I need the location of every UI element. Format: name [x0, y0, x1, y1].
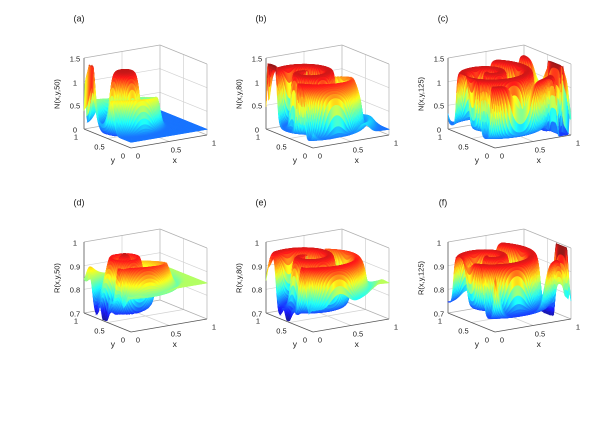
- y-axis-label: y: [110, 339, 116, 350]
- z-tick-label: 0.8: [251, 285, 263, 295]
- y-tick-label: 1: [437, 316, 443, 326]
- panel-letter-f: (f): [438, 197, 448, 208]
- x-axis-label: x: [354, 338, 359, 349]
- z-axis-label-a: N(x,y,50): [52, 78, 62, 109]
- y-axis-label: y: [474, 339, 480, 350]
- x-axis-label: x: [172, 154, 177, 165]
- x-tick-label: 0.5: [170, 328, 182, 338]
- y-tick-label: 1: [437, 132, 443, 142]
- y-tick-label: 1: [73, 316, 79, 326]
- surface-canvas-b: [209, 6, 401, 188]
- x-tick-label: 0.5: [352, 144, 364, 154]
- z-tick-label: 0.5: [69, 101, 81, 111]
- y-tick-label: 0.5: [276, 141, 287, 151]
- z-tick-label: 0: [436, 125, 442, 135]
- surface-canvas-a: [27, 6, 219, 188]
- z-tick-label: 1: [254, 238, 260, 248]
- panel-letter-c: (c): [437, 13, 449, 24]
- z-tick-label: 1: [72, 238, 78, 248]
- z-tick-label: 0: [72, 125, 78, 135]
- x-axis-label: x: [354, 154, 359, 165]
- y-tick-label: 0.5: [276, 325, 287, 335]
- z-tick-label: 0.9: [69, 261, 81, 271]
- y-axis-label: y: [292, 155, 298, 166]
- z-tick-label: 0.8: [69, 285, 81, 295]
- panel-f-surface-plot: (f) 0 0.5 1 0 0.5 1 0.7 0.8 0.9 1 x y R(x,y,125): [391, 190, 583, 372]
- x-tick-label: 0: [499, 151, 505, 161]
- z-tick-label: 1.5: [433, 54, 445, 64]
- x-tick-label: 0: [135, 151, 141, 161]
- x-tick-label: 0: [135, 335, 141, 345]
- z-tick-label: 1: [72, 77, 78, 87]
- x-tick-label: 0.5: [170, 144, 182, 154]
- x-tick-label: 0: [317, 335, 323, 345]
- surface-canvas-c: [391, 6, 583, 188]
- panel-letter-a: (a): [73, 13, 85, 24]
- x-axis-label: x: [536, 154, 541, 165]
- z-tick-label: 0.7: [69, 309, 81, 319]
- y-tick-label: 0: [484, 151, 490, 161]
- y-tick-label: 0: [302, 151, 308, 161]
- x-tick-label: 0.5: [352, 328, 364, 338]
- surface-canvas-d: [27, 190, 219, 372]
- y-tick-label: 0: [120, 151, 126, 161]
- y-tick-label: 0: [302, 335, 308, 345]
- z-axis-label-e: R(x,y,80): [234, 262, 244, 293]
- y-tick-label: 0: [120, 335, 126, 345]
- y-axis-label: y: [110, 155, 116, 166]
- y-tick-label: 0.5: [94, 325, 105, 335]
- y-axis-label: y: [474, 155, 480, 166]
- z-tick-label: 0.5: [433, 101, 445, 111]
- y-tick-label: 0.5: [94, 141, 105, 151]
- z-tick-label: 0: [254, 125, 260, 135]
- z-tick-label: 0.9: [251, 261, 263, 271]
- y-tick-label: 1: [255, 132, 261, 142]
- x-tick-label: 0: [317, 151, 323, 161]
- x-axis-label: x: [172, 338, 177, 349]
- y-tick-label: 0: [484, 335, 490, 345]
- y-axis-label: y: [292, 339, 298, 350]
- y-tick-label: 0.5: [458, 325, 469, 335]
- panel-c-surface-plot: (c) 0 0.5 1 0 0.5 1 0 0.5 1 1.5 x y N(x,y,125): [391, 6, 583, 188]
- z-tick-label: 1.5: [69, 54, 81, 64]
- surface-canvas-f: [391, 190, 583, 372]
- z-axis-label-d: R(x,y,50): [52, 262, 62, 293]
- y-tick-label: 0.5: [458, 141, 469, 151]
- z-tick-label: 1: [436, 77, 442, 87]
- z-axis-label-c: N(x,y,125): [416, 76, 426, 111]
- x-tick-label: 0: [499, 335, 505, 345]
- z-tick-label: 0.5: [251, 101, 263, 111]
- panel-letter-d: (d): [73, 197, 85, 208]
- panel-letter-b: (b): [255, 13, 267, 24]
- y-tick-label: 1: [255, 316, 261, 326]
- panel-letter-e: (e): [255, 197, 267, 208]
- z-tick-label: 0.8: [433, 285, 445, 295]
- y-tick-label: 1: [73, 132, 79, 142]
- x-tick-label: 0.5: [534, 144, 546, 154]
- z-tick-label: 0.7: [433, 309, 445, 319]
- z-tick-label: 1.5: [251, 54, 263, 64]
- x-tick-label: 1: [575, 322, 581, 332]
- z-axis-label-f: R(x,y,125): [416, 260, 426, 295]
- z-tick-label: 0.7: [251, 309, 263, 319]
- x-tick-label: 1: [575, 138, 581, 148]
- surface-canvas-e: [209, 190, 401, 372]
- z-tick-label: 0.9: [433, 261, 445, 271]
- x-tick-label: 0.5: [534, 328, 546, 338]
- z-tick-label: 1: [436, 238, 442, 248]
- z-axis-label-b: N(x,y,80): [234, 78, 244, 109]
- z-tick-label: 1: [254, 77, 260, 87]
- x-axis-label: x: [536, 338, 541, 349]
